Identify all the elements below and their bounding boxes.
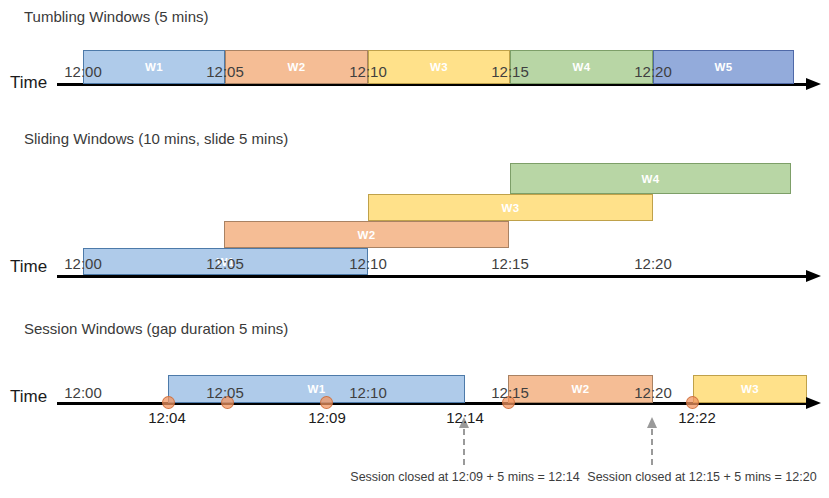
sliding-window-w2: W2 <box>224 221 509 248</box>
event-dot-1222 <box>686 396 699 409</box>
session-close-arrow-line-2 <box>651 429 653 465</box>
tumbling-window-w3-label: W3 <box>430 61 448 73</box>
session-close-annotation-2: Session closed at 12:15 + 5 mins = 12:20 <box>577 470 827 484</box>
session-time-axis-label: Time <box>10 387 47 407</box>
sliding-tick-1215: 12:15 <box>480 255 540 272</box>
session-section-title: Session Windows (gap duration 5 mins) <box>24 320 288 337</box>
session-tick-1200: 12:00 <box>53 384 113 401</box>
session-tick-1210: 12:10 <box>338 384 398 401</box>
tumbling-time-axis-label: Time <box>10 73 47 93</box>
tumbling-tick-1200: 12:00 <box>53 63 113 80</box>
sliding-window-w2-label: W2 <box>358 229 376 241</box>
sliding-window-w4-label: W4 <box>642 173 660 185</box>
tumbling-tick-1205: 12:05 <box>195 63 255 80</box>
sliding-axis-arrow-icon <box>806 270 821 282</box>
sliding-window-w3-label: W3 <box>502 202 520 214</box>
session-window-w3-label: W3 <box>741 383 759 395</box>
session-close-arrow-icon-2 <box>647 417 657 428</box>
sliding-tick-1220: 12:20 <box>623 255 683 272</box>
sliding-time-axis-label: Time <box>10 257 47 277</box>
sliding-tick-1200: 12:00 <box>53 255 113 272</box>
sliding-window-w3: W3 <box>368 194 653 221</box>
tumbling-window-w2-label: W2 <box>288 61 306 73</box>
sliding-tick-1210: 12:10 <box>338 255 398 272</box>
event-dot-1204 <box>162 396 175 409</box>
tumbling-window-w4-label: W4 <box>573 61 591 73</box>
event-label-1222: 12:22 <box>665 409 729 426</box>
session-axis-arrow-icon <box>806 397 821 409</box>
tumbling-window-w1-label: W1 <box>145 61 163 73</box>
session-close-annotation-1: Session closed at 12:09 + 5 mins = 12:14 <box>340 470 590 484</box>
session-tick-1215: 12:15 <box>480 384 540 401</box>
tumbling-tick-1215: 12:15 <box>480 63 540 80</box>
session-window-w3: W3 <box>693 375 807 403</box>
tumbling-tick-1220: 12:20 <box>623 63 683 80</box>
session-window-w2-label: W2 <box>572 383 590 395</box>
event-label-1209: 12:09 <box>295 409 359 426</box>
tumbling-tick-1210: 12:10 <box>338 63 398 80</box>
tumbling-axis-arrow-icon <box>806 78 821 90</box>
tumbling-section-title: Tumbling Windows (5 mins) <box>24 8 209 25</box>
sliding-time-axis <box>57 275 807 278</box>
event-label-1204: 12:04 <box>135 409 199 426</box>
sliding-tick-1205: 12:05 <box>195 255 255 272</box>
sliding-window-w4: W4 <box>510 163 791 194</box>
event-label-1214: 12:14 <box>433 409 497 426</box>
session-close-arrow-line-1 <box>463 429 465 465</box>
tumbling-window-w5-label: W5 <box>715 61 733 73</box>
sliding-section-title: Sliding Windows (10 mins, slide 5 mins) <box>24 130 288 147</box>
session-tick-1220: 12:20 <box>623 384 683 401</box>
stream-windowing-diagram: Tumbling Windows (5 mins) Time W1 W2 W3 … <box>0 0 829 498</box>
session-tick-1205: 12:05 <box>195 384 255 401</box>
event-dot-1209 <box>320 396 333 409</box>
session-window-w1-label: W1 <box>308 383 326 395</box>
